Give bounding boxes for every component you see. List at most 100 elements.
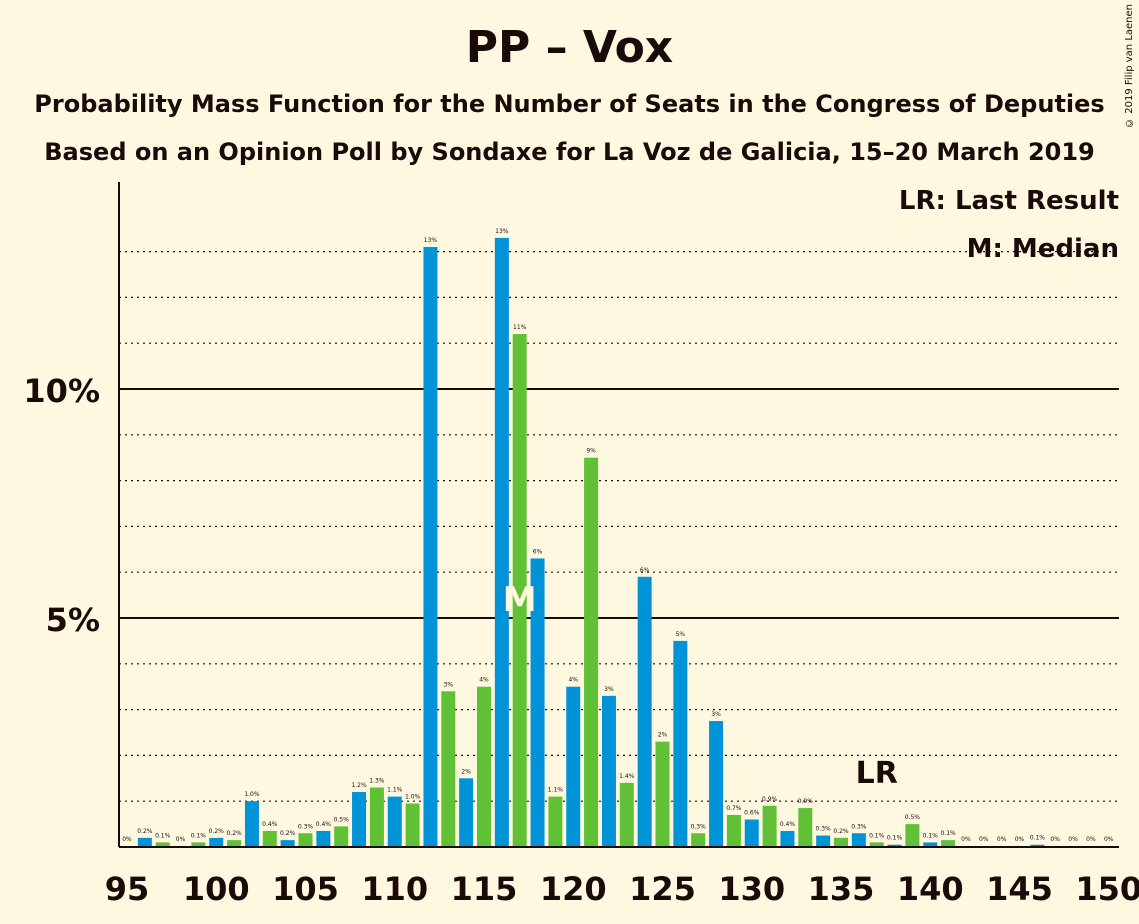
bar-label-117: 11% [513, 324, 527, 331]
bar-label-96: 0.2% [137, 828, 153, 835]
bar-119 [548, 796, 563, 847]
bar-label-141: 0.1% [940, 830, 956, 837]
bar-label-119: 1.1% [548, 787, 564, 794]
bar-label-106: 0.4% [316, 821, 332, 828]
bar-100 [209, 837, 224, 847]
bar-130 [744, 819, 759, 847]
bar-label-127: 0.3% [691, 823, 707, 830]
bar-122 [601, 695, 616, 847]
chart-title: PP – Vox [465, 22, 674, 73]
bar-label-149: 0% [1086, 836, 1096, 843]
bar-114 [459, 778, 474, 847]
bar-label-135: 0.2% [833, 828, 849, 835]
x-tick-label: 130 [718, 870, 785, 908]
bar-112 [423, 247, 438, 847]
bar-label-97: 0.1% [155, 832, 171, 839]
bar-105 [298, 833, 313, 847]
median-marker: M [503, 580, 537, 620]
bar-110 [387, 796, 402, 847]
bar-label-111: 1.0% [405, 793, 421, 800]
bar-111 [405, 803, 420, 847]
bar-label-99: 0.1% [191, 832, 207, 839]
bar-123 [619, 782, 634, 847]
bar-134 [816, 835, 831, 847]
bar-146 [1030, 844, 1045, 847]
bar-label-140: 0.1% [923, 832, 939, 839]
x-tick-label: 100 [183, 870, 250, 908]
bar-label-114: 2% [461, 768, 471, 775]
bar-106 [316, 830, 331, 847]
x-tick-label: 145 [986, 870, 1053, 908]
bar-label-150: 0% [1104, 836, 1114, 843]
bar-120 [566, 686, 581, 847]
x-tick-label: 135 [808, 870, 875, 908]
bar-label-121: 9% [586, 448, 596, 455]
bar-97 [155, 842, 170, 847]
bar-label-146: 0.1% [1030, 835, 1046, 842]
bar-126 [673, 640, 688, 847]
bar-104 [280, 840, 295, 847]
bar-label-148: 0% [1068, 836, 1078, 843]
bar-107 [334, 826, 349, 847]
x-tick-label: 120 [540, 870, 607, 908]
bar-103 [262, 830, 277, 847]
bar-label-105: 0.3% [298, 823, 314, 830]
bar-label-120: 4% [568, 677, 578, 684]
bar-131 [762, 805, 777, 847]
bar-118 [530, 558, 545, 847]
bar-label-100: 0.2% [209, 828, 225, 835]
x-tick-label: 95 [105, 870, 150, 908]
bar-label-118: 6% [533, 548, 543, 555]
bar-115 [477, 686, 491, 847]
bar-label-142: 0% [961, 836, 971, 843]
bar-117 [512, 334, 527, 847]
bar-133 [798, 808, 813, 847]
bar-135 [834, 837, 848, 847]
bar-113 [441, 691, 456, 847]
bar-96 [137, 837, 152, 847]
bar-label-144: 0% [997, 836, 1007, 843]
legend-last-result: LR: Last Result [898, 186, 1119, 216]
bar-label-101: 0.2% [226, 830, 242, 837]
bar-label-116: 13% [495, 228, 509, 235]
bar-label-124: 6% [640, 567, 650, 574]
last-result-marker: LR [856, 756, 898, 791]
bar-139 [905, 824, 920, 847]
bar-102 [244, 801, 259, 847]
bar-138 [887, 844, 902, 847]
bar-label-133: 0.9% [798, 798, 814, 805]
bar-label-132: 0.4% [780, 821, 796, 828]
bar-108 [352, 792, 367, 847]
bar-label-126: 5% [676, 631, 686, 638]
bar-140 [923, 842, 938, 847]
x-tick-label: 140 [897, 870, 964, 908]
bar-121 [584, 457, 599, 847]
bar-label-98: 0% [176, 836, 186, 843]
y-tick-label: 10% [23, 372, 100, 410]
bar-label-112: 13% [424, 237, 438, 244]
bar-109 [369, 787, 384, 847]
bar-label-134: 0.3% [816, 826, 832, 833]
bar-label-103: 0.4% [262, 821, 278, 828]
x-tick-label: 105 [272, 870, 339, 908]
bar-label-137: 0.1% [869, 832, 885, 839]
bar-label-129: 0.7% [726, 805, 742, 812]
bar-label-143: 0% [979, 836, 989, 843]
bar-label-102: 1.0% [244, 791, 260, 798]
bar-label-145: 0% [1015, 836, 1025, 843]
bar-label-123: 1.4% [619, 773, 635, 780]
bar-127 [691, 833, 706, 847]
x-tick-label: 150 [1075, 870, 1139, 908]
bar-label-139: 0.5% [905, 814, 921, 821]
bar-137 [869, 842, 884, 847]
bar-label-115: 4% [479, 677, 489, 684]
bar-125 [655, 741, 670, 847]
bar-label-107: 0.5% [334, 816, 350, 823]
bar-136 [851, 833, 866, 847]
bar-128 [709, 721, 724, 847]
bar-132 [780, 830, 795, 847]
x-tick-label: 115 [451, 870, 518, 908]
bar-label-136: 0.3% [851, 823, 867, 830]
bar-129 [726, 814, 741, 847]
